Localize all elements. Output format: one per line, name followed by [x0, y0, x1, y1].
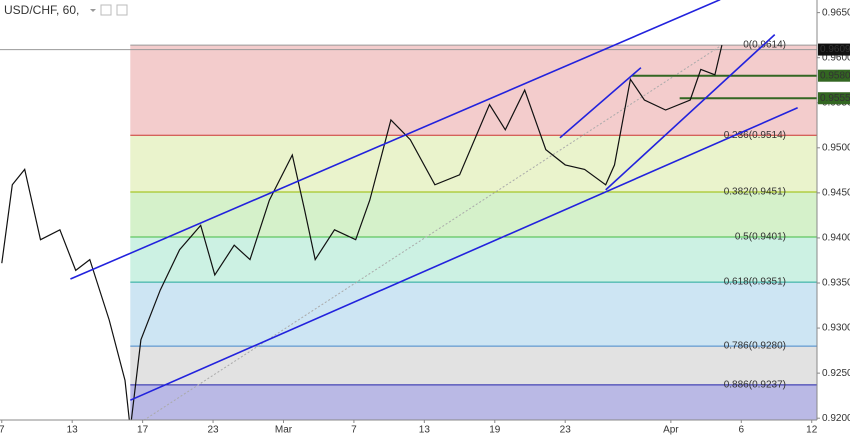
icon-button[interactable]	[100, 4, 112, 16]
fib-label: 0.618(0.9351)	[724, 277, 786, 288]
x-tick-label: 7	[351, 425, 357, 436]
fib-band	[130, 237, 817, 283]
dropdown-arrow[interactable]	[90, 9, 96, 12]
fib-band	[130, 282, 817, 347]
y-tick-label: 0.9200	[822, 413, 850, 424]
fib-band	[130, 135, 817, 192]
price-tag-label: 0.9555	[820, 93, 850, 104]
fib-label: 0.5(0.9401)	[735, 232, 786, 243]
axes: 0.9200 0.9250 0.9300 0.9350 0.9400 0.9450 0.95…	[0, 7, 850, 436]
icon-button[interactable]	[116, 4, 128, 16]
trendline	[129, 107, 798, 401]
price-tag	[818, 69, 850, 82]
y-tick-label: 0.9350	[822, 278, 850, 289]
x-tick-label: 19	[489, 425, 501, 436]
x-tick-label: 23	[560, 425, 572, 436]
fib-label: 0.236(0.9514)	[724, 130, 786, 141]
price-line-series	[1, 44, 723, 420]
fib-band	[130, 384, 817, 420]
y-tick-label: 0.9600	[822, 52, 850, 63]
y-tick-label: 0.9650	[822, 7, 850, 18]
x-tick-label: 13	[419, 425, 431, 436]
fib-band	[130, 45, 817, 136]
x-tick-label: 7	[0, 425, 5, 436]
x-tick-label: Mar	[275, 425, 293, 436]
x-tick-label: 12	[806, 425, 818, 436]
y-tick-label: 0.9400	[822, 233, 850, 244]
plot-area: 0(0.9614) 0.236(0.9514) 0.382(0.9451) 0.5(0…	[0, 0, 817, 420]
chart-title: USD/CHF, 60,	[4, 3, 79, 17]
fib-band	[130, 191, 817, 238]
price-tag-label: 0.9580	[820, 70, 850, 81]
y-tick-label: 0.9250	[822, 368, 850, 379]
fib-label: 0.382(0.9451)	[724, 187, 786, 198]
x-tick-label: 13	[67, 425, 79, 436]
trendline	[559, 67, 642, 139]
fib-label: 0.786(0.9280)	[724, 341, 786, 352]
price-tag	[818, 92, 850, 105]
x-tick-label: 6	[739, 425, 745, 436]
time-axis	[0, 420, 850, 437]
price-tag-label: 0.9609	[820, 44, 850, 55]
trendline	[605, 34, 776, 191]
x-tick-label: Apr	[663, 425, 679, 436]
y-tick-label: 0.9300	[822, 323, 850, 334]
fib-label: 0(0.9614)	[743, 40, 786, 51]
trendline	[70, 0, 721, 280]
x-tick-label: 17	[137, 425, 149, 436]
fib-label: 0.886(0.9237)	[724, 379, 786, 390]
x-tick-label: 23	[207, 425, 219, 436]
price-tag	[818, 43, 850, 56]
y-tick-label: 0.9450	[822, 188, 850, 199]
fib-diagonal	[143, 44, 723, 420]
y-tick-label: 0.9500	[822, 142, 850, 153]
fib-band	[130, 346, 817, 385]
